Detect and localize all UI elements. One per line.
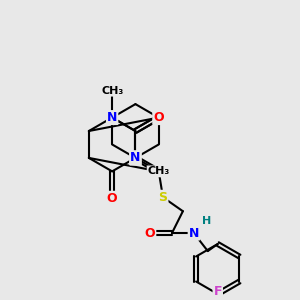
Text: O: O <box>153 111 164 124</box>
Text: CH₃: CH₃ <box>148 167 170 176</box>
Text: S: S <box>158 191 167 204</box>
Text: H: H <box>202 216 212 226</box>
Text: O: O <box>145 226 155 240</box>
Text: N: N <box>189 226 199 240</box>
Text: O: O <box>107 192 118 205</box>
Text: N: N <box>107 111 117 124</box>
Text: N: N <box>154 111 164 124</box>
Text: N: N <box>130 152 141 164</box>
Text: F: F <box>214 285 222 298</box>
Text: CH₃: CH₃ <box>101 86 123 96</box>
Text: N: N <box>130 152 141 164</box>
